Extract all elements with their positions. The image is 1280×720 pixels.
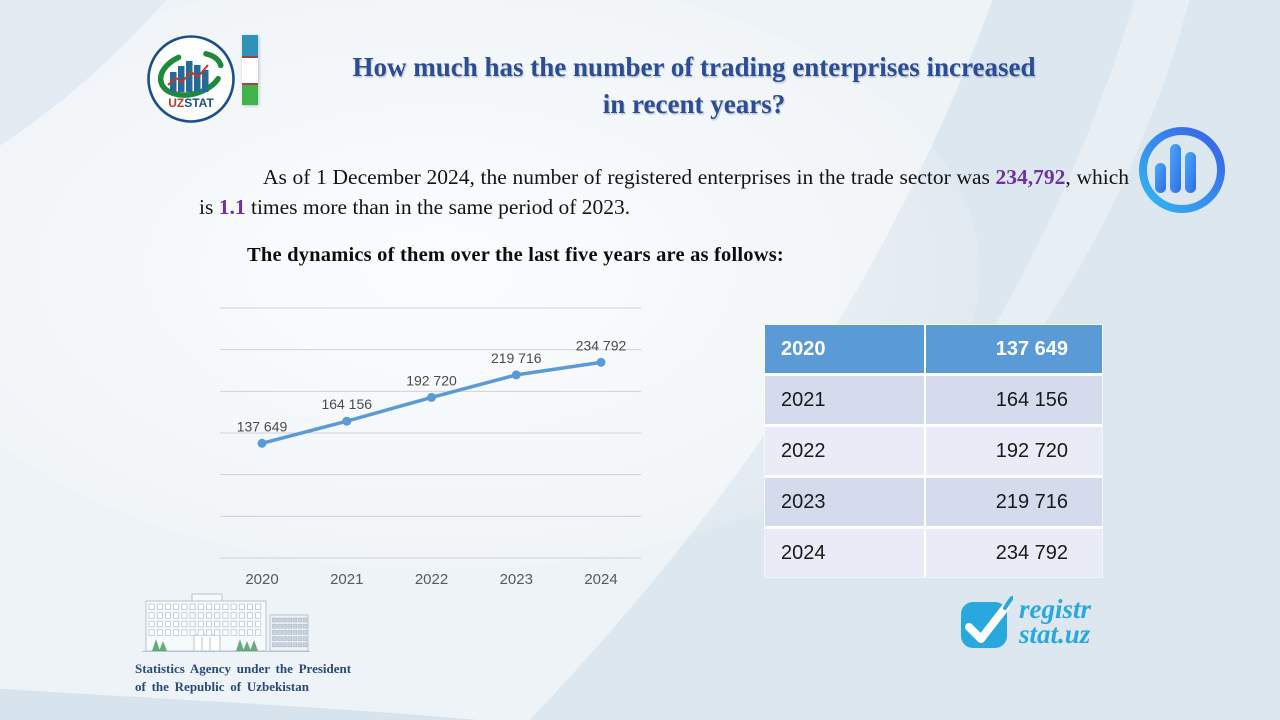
intro-text-1: As of 1 December 2024, the number of reg… bbox=[263, 164, 996, 189]
bar-chart-icon bbox=[1139, 127, 1225, 213]
chart-data-label: 192 720 bbox=[406, 372, 457, 388]
table-year-cell: 2024 bbox=[765, 526, 926, 577]
chart-marker bbox=[596, 357, 606, 367]
chart-x-label: 2024 bbox=[584, 571, 617, 588]
table-value-cell: 164 156 bbox=[925, 373, 1102, 426]
table-value-cell: 219 716 bbox=[925, 475, 1102, 528]
table-year-cell: 2022 bbox=[765, 424, 926, 477]
registr-line-1: registr bbox=[1019, 594, 1092, 624]
page-title: How much has the number of trading enter… bbox=[288, 49, 1100, 123]
intro-text-2: , which is bbox=[199, 164, 1129, 219]
title-line-1: How much has the number of trading enter… bbox=[352, 52, 1036, 82]
agency-caption: Statistics Agency under the President of… bbox=[135, 660, 351, 695]
chart-data-label: 164 156 bbox=[321, 396, 372, 412]
registr-line-2: stat.uz bbox=[1019, 619, 1091, 649]
chart-data-label: 234 792 bbox=[576, 337, 627, 353]
chart-x-label: 2022 bbox=[415, 571, 448, 588]
building-illustration bbox=[142, 593, 310, 652]
table-row: 2020 137 649 bbox=[765, 325, 1102, 375]
table-row: 2022 192 720 bbox=[765, 424, 1102, 477]
chart-marker bbox=[511, 370, 521, 380]
chart-data-label: 137 649 bbox=[237, 418, 288, 434]
growth-ratio-value: 1.1 bbox=[218, 194, 246, 219]
chart-data-label: 219 716 bbox=[491, 350, 542, 366]
table-row: 2023 219 716 bbox=[765, 475, 1102, 528]
chart-marker bbox=[427, 392, 436, 402]
registrstat-logo: registr stat.uz bbox=[959, 594, 1091, 650]
uzstat-logo: UZSTAT bbox=[147, 35, 235, 123]
agency-line-2: of the Republic of Uzbekistan bbox=[135, 678, 309, 694]
table-row: 2024 234 792 bbox=[765, 526, 1102, 577]
uzbekistan-flag-stripe bbox=[242, 35, 258, 105]
table-row: 2021 164 156 bbox=[765, 373, 1102, 426]
chart-marker bbox=[342, 416, 352, 426]
logo-trend-line bbox=[167, 64, 209, 86]
table-value-cell: 234 792 bbox=[925, 526, 1102, 577]
chart-x-label: 2020 bbox=[245, 571, 278, 588]
table-value-cell: 137 649 bbox=[925, 325, 1102, 375]
table-value-cell: 192 720 bbox=[925, 424, 1102, 477]
checkmark-icon bbox=[961, 596, 1013, 648]
table-year-cell: 2021 bbox=[765, 373, 926, 426]
registrstat-wordmark: registr stat.uz bbox=[1019, 594, 1092, 649]
tree-icons bbox=[152, 639, 258, 651]
chart-marker bbox=[257, 438, 267, 448]
title-line-2: in recent years? bbox=[602, 89, 786, 119]
intro-paragraph: As of 1 December 2024, the number of reg… bbox=[199, 162, 1129, 222]
chart-x-label: 2023 bbox=[500, 571, 533, 588]
table-year-cell: 2023 bbox=[765, 475, 926, 528]
logo-bars bbox=[170, 61, 209, 92]
data-table: 2020 137 649 2021 164 156 2022 192 720 2023 219… bbox=[765, 325, 1102, 577]
agency-line-1: Statistics Agency under the President bbox=[135, 661, 352, 676]
enterprise-count-value: 234,792 bbox=[995, 164, 1066, 189]
dynamics-chart: 137 649 2020 164 156 2021 192 720 2022 219 716… bbox=[205, 288, 650, 600]
table-year-cell: 2020 bbox=[765, 325, 926, 375]
intro-text-3: times more than in the same period of 20… bbox=[245, 194, 631, 219]
logo-wordmark: UZSTAT bbox=[168, 96, 214, 110]
chart-x-label: 2021 bbox=[330, 571, 363, 588]
chart-caption: The dynamics of them over the last five … bbox=[247, 244, 784, 266]
